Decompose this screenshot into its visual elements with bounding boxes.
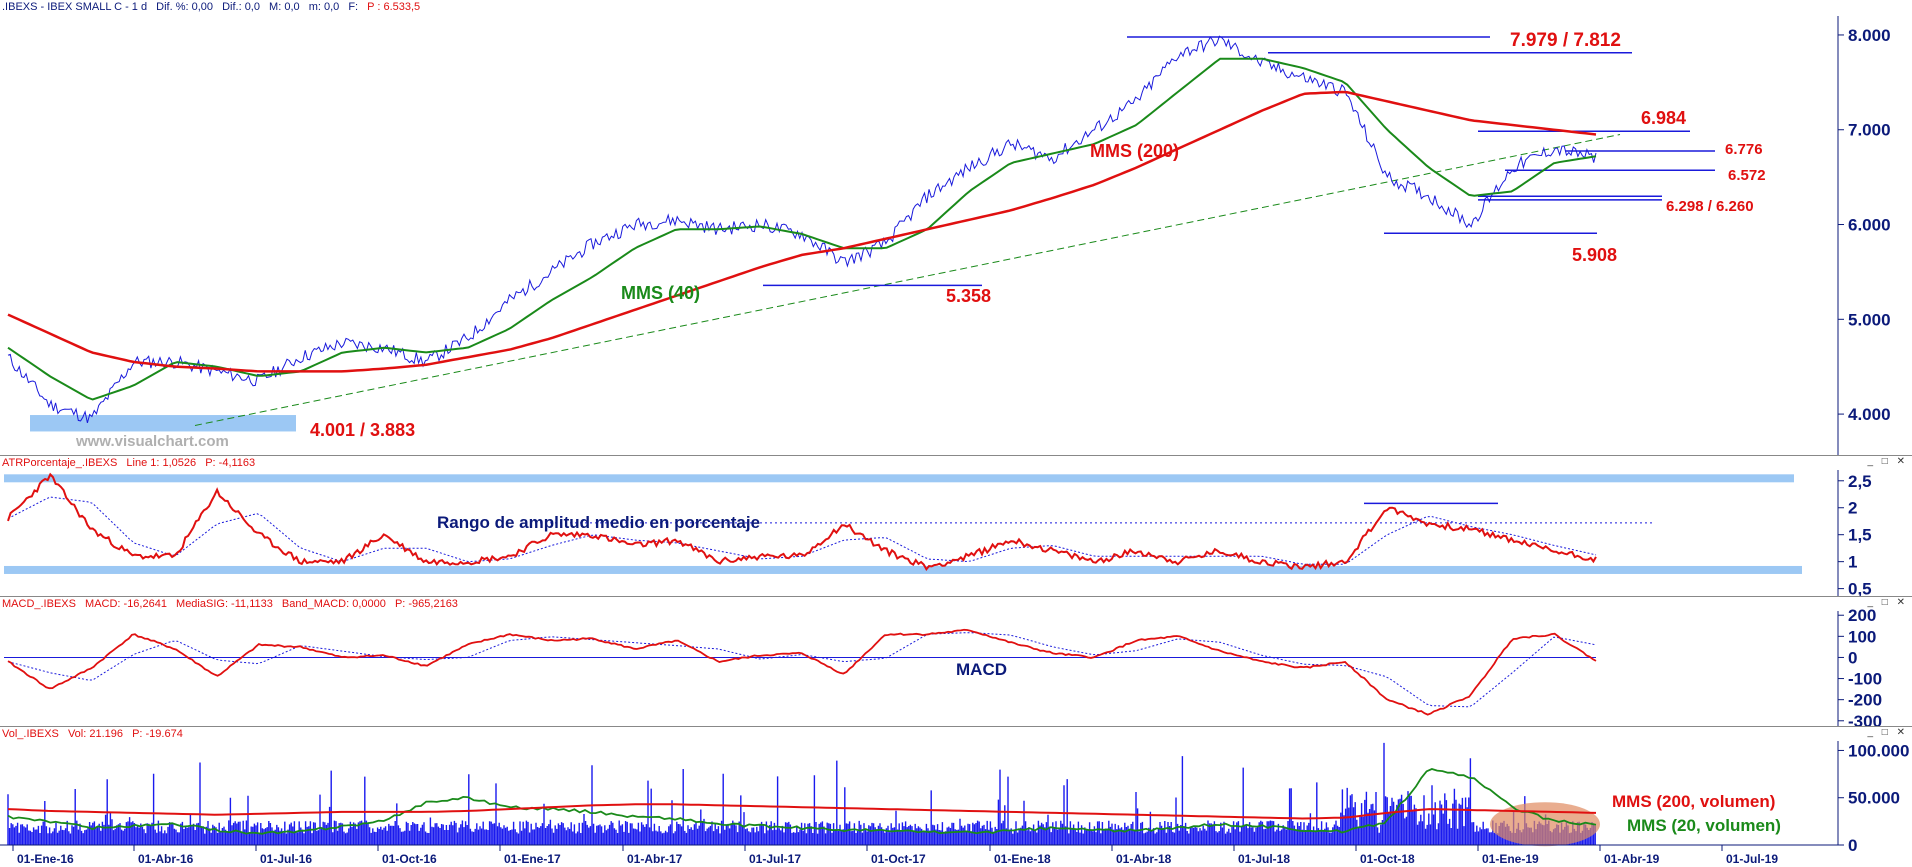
- mms40-line: [7, 57, 1597, 401]
- mms200-line: [7, 90, 1597, 373]
- x-tick-label: 01-Jul-17: [749, 852, 801, 866]
- macd-name: MACD_.IBEXS: [2, 598, 76, 610]
- vol-window-controls[interactable]: _ □ ✕: [1867, 727, 1908, 738]
- x-tick-label: 01-Jul-16: [260, 852, 312, 866]
- x-tick-label: 01-Oct-17: [871, 852, 926, 866]
- macd-axis-tick-label: -100: [1848, 670, 1882, 689]
- label-4001: 4.001 / 3.883: [310, 420, 415, 440]
- vol-axis-tick-label: 0: [1848, 836, 1857, 855]
- atr-axis-tick-label: 1,5: [1848, 526, 1872, 545]
- dif-pct-label: Dif. %: 0,00: [156, 1, 214, 13]
- x-tick-label: 01-Jul-18: [1238, 852, 1290, 866]
- label-6298: 6.298 / 6.260: [1666, 198, 1754, 215]
- vol-value: Vol: 21.196: [67, 728, 123, 740]
- vol-p: P: -19.674: [132, 728, 183, 740]
- volume-pane: Vol_.IBEXS Vol: 21.196 P: -19.674 _ □ ✕ …: [0, 727, 1912, 867]
- macd-band: Band_MACD: 0,0000: [281, 598, 386, 610]
- x-tick-label: 01-Oct-16: [382, 852, 437, 866]
- atr-upper-band: [4, 474, 1794, 483]
- macd-pane: MACD_.IBEXS MACD: -16,2641 MediaSIG: -11…: [0, 597, 1912, 726]
- macd-axis-tick-label: 100: [1848, 627, 1876, 646]
- atr-pane: ATRPorcentaje_.IBEXS Line 1: 1,0526 P: -…: [0, 456, 1912, 596]
- macd-value: MACD: -16,2641: [85, 598, 167, 610]
- atr-axis-tick-label: 2: [1848, 499, 1857, 518]
- price-axis-tick-label: 5.000: [1848, 310, 1891, 329]
- atr-p: P: -4,1163: [205, 457, 256, 469]
- label-5908: 5.908: [1572, 245, 1617, 265]
- x-tick-label: 01-Oct-18: [1360, 852, 1415, 866]
- macd-sig: MediaSIG: -11,1133: [176, 598, 273, 610]
- macd-axis-tick-label: -200: [1848, 691, 1882, 710]
- price-pane: .IBEXS - IBEX SMALL C - 1 d Dif. %: 0,00…: [0, 0, 1891, 455]
- price-axis-tick-label: 7.000: [1848, 121, 1891, 140]
- x-tick-label: 01-Ene-17: [504, 852, 561, 866]
- atr-title: Rango de amplitud medio en porcentaje: [437, 513, 760, 532]
- f-label: F:: [348, 1, 359, 13]
- dif-label: Dif.: 0,0: [222, 1, 260, 13]
- x-tick-label: 01-Abr-17: [627, 852, 683, 866]
- atr-line: [7, 472, 1597, 571]
- price-axis-tick-label: 6.000: [1848, 216, 1891, 235]
- atr-line: Line 1: 1,0526: [126, 457, 197, 469]
- x-tick-label: 01-Abr-16: [138, 852, 194, 866]
- label-mms200: MMS (200): [1090, 141, 1179, 161]
- volume-chart: MMS (200, volumen) MMS (20, volumen) 0 50.0…: [0, 741, 1909, 866]
- atr-name: ATRPorcentaje_.IBEXS: [2, 457, 118, 469]
- macd-axis-tick-label: 0: [1848, 648, 1857, 667]
- atr-axis-tick-label: 1: [1848, 553, 1857, 572]
- label-6984: 6.984: [1641, 108, 1686, 128]
- vol-mms20-line: [7, 768, 1597, 835]
- price-line: [7, 35, 1597, 424]
- m2-label: m: 0,0: [308, 1, 340, 13]
- x-tick-label: 01-Ene-18: [994, 852, 1051, 866]
- macd-window-controls[interactable]: _ □ ✕: [1867, 597, 1908, 608]
- price-axis-tick-label: 4.000: [1848, 405, 1891, 424]
- macd-line: [7, 628, 1597, 716]
- watermark: www.visualchart.com: [75, 433, 229, 450]
- atr-chart: Rango de amplitud medio en porcentaje 0,5…: [4, 470, 1872, 596]
- vol-mms200-line: [7, 803, 1597, 820]
- atr-axis-tick-label: 2,5: [1848, 472, 1872, 491]
- atr-signal-line: [7, 496, 1597, 565]
- vol-axis-tick-label: 100.000: [1848, 741, 1909, 760]
- price-header: .IBEXS - IBEX SMALL C - 1 d Dif. %: 0,00…: [0, 0, 426, 14]
- label-6572: 6.572: [1728, 167, 1766, 184]
- symbol-label: .IBEXS - IBEX SMALL C - 1 d: [2, 1, 148, 13]
- vol-mms20-label: MMS (20, volumen): [1627, 816, 1781, 835]
- macd-signal-line: [7, 632, 1597, 708]
- macd-chart: MACD -300 -200 -100 0 100 200: [4, 606, 1882, 726]
- label-top: 7.979 / 7.812: [1510, 30, 1621, 51]
- atr-window-controls[interactable]: _ □ ✕: [1867, 456, 1908, 467]
- label-mms40: MMS (40): [621, 283, 700, 303]
- label-6776: 6.776: [1725, 141, 1763, 158]
- volume-bars: [7, 742, 1596, 845]
- macd-header: MACD_.IBEXS MACD: -16,2641 MediaSIG: -11…: [0, 597, 464, 611]
- price-axis-tick-label: 8.000: [1848, 26, 1891, 45]
- macd-axis-tick-label: -300: [1848, 712, 1882, 726]
- x-tick-label: 01-Abr-18: [1116, 852, 1172, 866]
- x-tick-label: 01-Jul-19: [1726, 852, 1778, 866]
- vol-mms200-label: MMS (200, volumen): [1612, 792, 1775, 811]
- label-5358: 5.358: [946, 286, 991, 306]
- atr-axis-tick-label: 0,5: [1848, 580, 1872, 596]
- atr-lower-band: [4, 565, 1802, 574]
- x-tick-label: 01-Ene-19: [1482, 852, 1539, 866]
- vol-header: Vol_.IBEXS Vol: 21.196 P: -19.674: [0, 727, 189, 741]
- macd-p: P: -965,2163: [394, 598, 458, 610]
- support-band: [30, 415, 296, 432]
- trendline: [194, 133, 1621, 426]
- x-tick-label: 01-Ene-16: [17, 852, 74, 866]
- price-chart: www.visualchart.com 7.979 / 7.812 6.984 6.7…: [7, 16, 1891, 455]
- x-tick-label: 01-Abr-19: [1604, 852, 1660, 866]
- macd-axis-tick-label: 200: [1848, 606, 1876, 625]
- macd-title: MACD: [956, 660, 1007, 679]
- p-label: P : 6.533,5: [367, 1, 421, 13]
- m-label: M: 0,0: [269, 1, 300, 13]
- atr-header: ATRPorcentaje_.IBEXS Line 1: 1,0526 P: -…: [0, 456, 261, 470]
- vol-name: Vol_.IBEXS: [2, 728, 59, 740]
- vol-axis-tick-label: 50.000: [1848, 789, 1900, 808]
